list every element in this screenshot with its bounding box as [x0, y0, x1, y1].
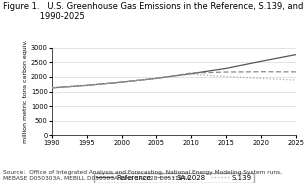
- Text: Source:  Office of Integrated Analysis and Forecasting, National Energy Modeling: Source: Office of Integrated Analysis an…: [3, 170, 282, 181]
- Y-axis label: million metric tons carbon equiv.: million metric tons carbon equiv.: [23, 40, 28, 143]
- Legend: Reference, SA.2028, S.139: Reference, SA.2028, S.139: [94, 173, 254, 183]
- Text: Figure 1.   U.S. Greenhouse Gas Emissions in the Reference, S.139, and SA.2028 C: Figure 1. U.S. Greenhouse Gas Emissions …: [3, 2, 305, 21]
